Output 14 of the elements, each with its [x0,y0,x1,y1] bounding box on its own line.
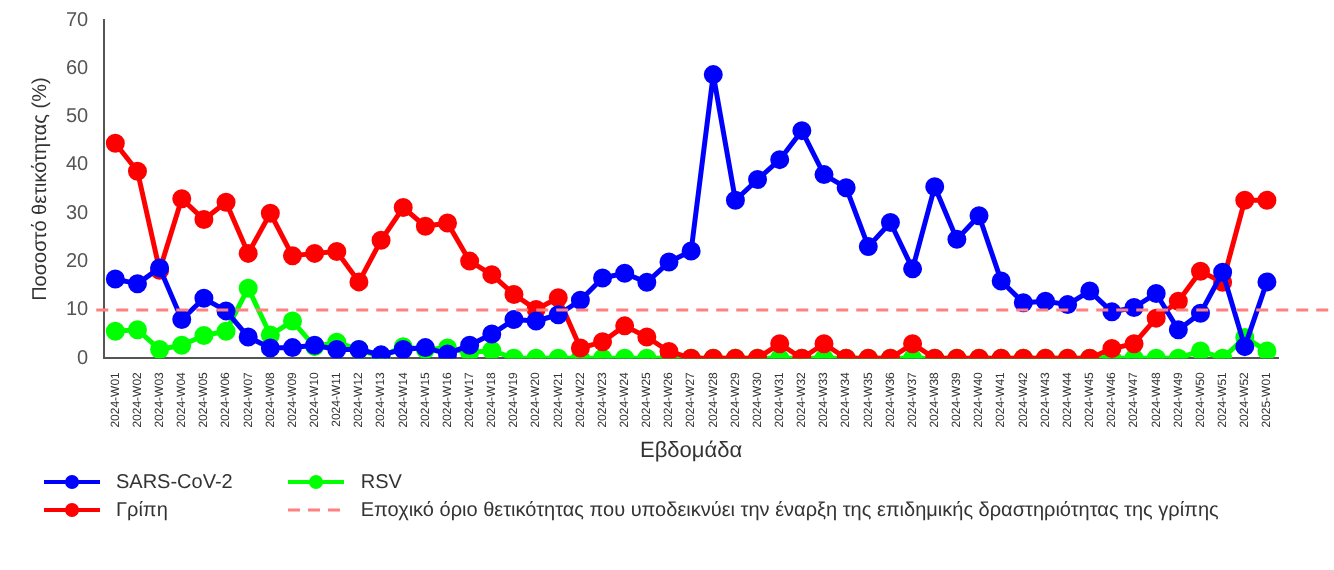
y-tick-label: 50 [66,106,90,129]
y-tick-label: 60 [66,57,90,80]
y-tick-label: 10 [66,299,90,322]
y-tick-label: 20 [66,251,90,274]
y-tick-label: 70 [66,9,90,32]
legend-label: RSV [360,471,402,493]
y-tick-label: 0 [77,347,90,370]
y-axis-title: Ποσοστό θετικότητας (%) [29,77,52,301]
legend-label: Γρίπη [116,499,168,521]
legend-label: Εποχικό όριο θετικότητας που υποδεικνύει την έναρξη της επιδημικής δραστηριότητας της γρίπης [360,499,1219,521]
legend-label: SARS-CoV-2 [116,471,233,493]
x-axis-title: Εβδομάδα [640,438,744,463]
y-tick-label: 40 [66,154,90,177]
y-tick-label: 30 [66,202,90,225]
